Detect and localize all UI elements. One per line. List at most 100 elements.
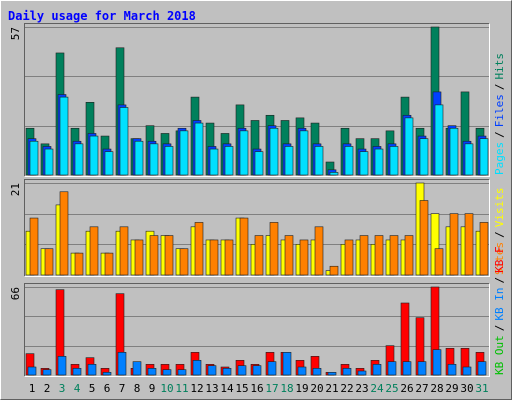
x-tick-label: 5: [89, 382, 96, 395]
y-tick-label: 57: [9, 27, 22, 40]
x-tick-label: 22: [340, 382, 353, 395]
bar: [74, 252, 84, 276]
bar: [404, 235, 414, 276]
panel-border: [24, 179, 490, 277]
x-tick-label: 8: [134, 382, 141, 395]
bar: [74, 143, 84, 176]
bar: [284, 235, 294, 276]
legend-entry: KB Out: [493, 335, 506, 375]
bar: [419, 200, 429, 276]
bar: [134, 140, 144, 176]
x-tick-label: 26: [400, 382, 413, 395]
x-tick-label: 15: [235, 382, 248, 395]
x-tick-label: 6: [104, 382, 111, 395]
bar: [57, 356, 67, 376]
x-tick-label: 23: [355, 382, 368, 395]
bar: [27, 366, 37, 376]
bar: [269, 222, 279, 276]
bar: [462, 366, 472, 376]
legend-entry: Visits: [493, 188, 506, 228]
x-tick-label: 14: [220, 382, 234, 395]
bar: [359, 151, 369, 176]
panel-border: [24, 283, 490, 377]
x-tick-label: 31: [475, 382, 488, 395]
bar: [389, 146, 399, 176]
bar: [224, 146, 234, 176]
bar: [254, 151, 264, 176]
legend-separator: /: [493, 84, 506, 91]
x-tick-label: 1: [29, 382, 36, 395]
bar: [449, 127, 459, 176]
bar: [209, 239, 219, 276]
x-tick-label: 21: [325, 382, 338, 395]
legend-entry: KB F: [493, 246, 506, 273]
bar: [177, 369, 187, 376]
bar: [299, 130, 309, 176]
bar: [104, 151, 114, 176]
bar: [119, 226, 129, 276]
bar: [44, 148, 54, 176]
bar: [89, 135, 99, 176]
bar: [134, 239, 144, 276]
bar: [224, 239, 234, 276]
bar: [357, 370, 367, 376]
bar: [402, 361, 412, 376]
bar: [44, 248, 54, 276]
bar: [282, 352, 292, 376]
bar: [117, 352, 127, 376]
bar: [464, 143, 474, 176]
x-tick-label: 27: [415, 382, 428, 395]
bar: [359, 235, 369, 276]
bar: [42, 369, 52, 376]
x-tick-label: 9: [149, 382, 156, 395]
chart-title: Daily usage for March 2018: [8, 9, 196, 23]
legend-entry: Hits: [493, 53, 506, 80]
legend-separator: /: [493, 325, 506, 332]
bar: [297, 366, 307, 376]
panel-border: [24, 179, 490, 277]
bar: [132, 361, 142, 376]
bar: [372, 364, 382, 376]
bar: [267, 361, 277, 376]
bar: [194, 122, 204, 176]
bar: [434, 248, 444, 276]
bar: [29, 140, 39, 176]
legend-separator: /: [493, 277, 506, 284]
bar: [299, 239, 309, 276]
legend: Pages / Files / Hits: [493, 53, 506, 175]
bar: [312, 368, 322, 376]
x-tick-label: 3: [59, 382, 66, 395]
bar: [179, 130, 189, 176]
bar: [179, 248, 189, 276]
bar: [434, 104, 444, 176]
y-tick-label: 66: [9, 287, 22, 300]
legend: Sites / Visits: [493, 188, 506, 276]
bar: [432, 349, 442, 376]
bar: [192, 360, 202, 376]
bar: [149, 143, 159, 176]
bar: [329, 265, 339, 276]
bar: [87, 364, 97, 376]
panel-border: [24, 283, 490, 377]
bar: [147, 368, 157, 376]
bar: [344, 239, 354, 276]
bar: [329, 172, 339, 176]
legend-entry: Pages: [493, 142, 506, 175]
bar: [417, 361, 427, 376]
x-tick-label: 20: [310, 382, 323, 395]
bar: [252, 365, 262, 376]
bar: [254, 235, 264, 276]
legend: KB Out / KB In / KB F: [493, 246, 506, 375]
panel: [24, 283, 490, 377]
x-tick-label: 13: [205, 382, 218, 395]
bar: [239, 130, 249, 176]
x-tick-label: 18: [280, 382, 293, 395]
bar: [164, 146, 174, 176]
panel-border: [24, 23, 490, 177]
legend-entry: KB In: [493, 288, 506, 321]
bar: [314, 146, 324, 176]
legend-separator: /: [493, 131, 506, 138]
